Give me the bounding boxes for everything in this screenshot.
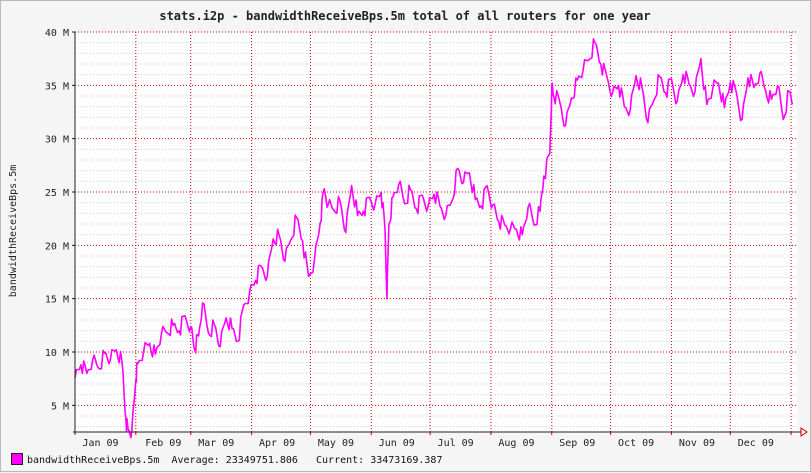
x-tick-label: Apr 09 xyxy=(259,438,295,449)
x-tick-label: Jul 09 xyxy=(438,438,474,449)
legend-average-value: 23349751.806 xyxy=(225,455,298,466)
x-tick-label: Sep 09 xyxy=(559,438,595,449)
x-tick-label: Nov 09 xyxy=(679,438,715,449)
x-tick-labels: Jan 09 Feb 09 Mar 09 Apr 09 May 09 Jun 09 Jul … xyxy=(82,432,792,449)
legend-average-label: Average: xyxy=(171,455,220,466)
legend: bandwidthReceiveBps.5m Average: 23349751… xyxy=(11,453,442,466)
chart-title: stats.i2p - bandwidthReceiveBps.5m total… xyxy=(159,9,650,23)
x-tick-label: Feb 09 xyxy=(145,438,181,449)
x-tick-label: Aug 09 xyxy=(498,438,534,449)
x-tick-label: May 09 xyxy=(318,438,354,449)
y-tick-label: 5 M xyxy=(51,401,69,412)
legend-series-name: bandwidthReceiveBps.5m xyxy=(27,455,160,466)
y-tick-label: 30 M xyxy=(45,135,69,146)
y-tick-label: 25 M xyxy=(45,188,69,199)
y-tick-labels: 5 M 10 M 15 M 20 M 25 M 30 M 35 M 40 M xyxy=(45,28,75,412)
y-axis-label: bandwidthReceiveBps.5m xyxy=(8,165,19,297)
y-tick-label: 10 M xyxy=(45,348,69,359)
x-axis-arrow xyxy=(800,427,808,437)
y-tick-label: 35 M xyxy=(45,81,69,92)
y-tick-label: 40 M xyxy=(45,28,69,39)
plot-area xyxy=(75,32,797,432)
x-tick-label: Jun 09 xyxy=(379,438,415,449)
legend-current-value: 33473169.387 xyxy=(370,455,443,466)
legend-current-label: Current: xyxy=(316,455,365,466)
x-tick-label: Oct 09 xyxy=(618,438,654,449)
y-tick-label: 20 M xyxy=(45,241,69,252)
y-tick-label: 15 M xyxy=(45,295,69,306)
x-tick-label: Jan 09 xyxy=(82,438,118,449)
legend-swatch xyxy=(11,453,23,465)
x-tick-label: Dec 09 xyxy=(738,438,774,449)
series-line-bandwidthReceiveBps xyxy=(74,38,794,439)
horizontal-gridlines xyxy=(75,31,797,428)
x-tick-label: Mar 09 xyxy=(198,438,234,449)
